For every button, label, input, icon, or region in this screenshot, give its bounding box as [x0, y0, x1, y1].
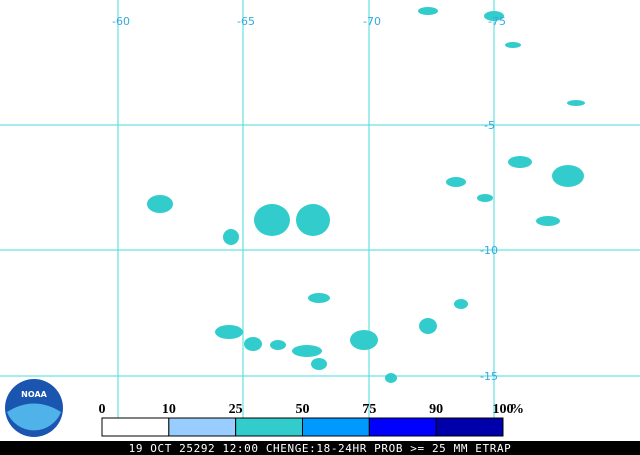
footer-text: 19 OCT 25292 12:00 CHENGE:18-24HR PROB >… — [129, 442, 512, 455]
legend-swatch — [235, 417, 304, 437]
legend-swatch — [302, 417, 370, 437]
logo-wave — [7, 403, 61, 431]
legend-swatch — [368, 417, 437, 437]
precip-area — [244, 337, 262, 351]
precip-area — [419, 318, 437, 334]
latitude-label: -5 — [484, 119, 495, 132]
graticule-labels: -60 -65 -70 -75 -5 -10 -15 — [112, 15, 506, 383]
legend-unit: % — [510, 402, 524, 417]
longitude-label: -60 — [112, 15, 130, 28]
legend-swatch — [435, 417, 504, 437]
noaa-logo: NOAA — [5, 379, 63, 437]
precip-area — [296, 204, 330, 236]
precip-area — [418, 7, 438, 15]
precip-area — [223, 229, 239, 245]
legend-label: 0 — [99, 402, 106, 417]
precip-area — [446, 177, 466, 187]
precip-area — [454, 299, 468, 309]
longitude-label: -75 — [488, 15, 506, 28]
precip-area — [254, 204, 290, 236]
precip-area — [311, 358, 327, 370]
legend-swatch — [101, 417, 170, 437]
precip-area — [270, 340, 286, 350]
precip-area — [385, 373, 397, 383]
legend: 0 10 25 50 75 90 100% — [99, 402, 524, 437]
precip-area — [567, 100, 585, 106]
precip-areas — [147, 7, 585, 383]
legend-swatch — [168, 417, 237, 437]
precip-area — [308, 293, 330, 303]
graticule — [0, 0, 640, 418]
longitude-label: -70 — [363, 15, 381, 28]
legend-label: 50 — [296, 402, 310, 417]
latitude-label: -10 — [480, 244, 498, 257]
precip-area — [477, 194, 493, 202]
precip-area — [484, 11, 504, 21]
legend-label: 10 — [162, 402, 176, 417]
legend-label: 75 — [362, 402, 376, 417]
longitude-label: -65 — [237, 15, 255, 28]
precip-area — [552, 165, 584, 187]
precip-area — [292, 345, 322, 357]
legend-label: 90 — [429, 402, 443, 417]
footer-bar — [0, 441, 640, 455]
precip-area — [147, 195, 173, 213]
precip-area — [536, 216, 560, 226]
precip-area — [350, 330, 378, 350]
latitude-label: -15 — [480, 370, 498, 383]
legend-label: 100 — [493, 402, 514, 417]
precip-area — [508, 156, 532, 168]
precip-area — [215, 325, 243, 339]
logo-text: NOAA — [21, 390, 47, 399]
legend-label: 25 — [229, 402, 243, 417]
precip-area — [505, 42, 521, 48]
